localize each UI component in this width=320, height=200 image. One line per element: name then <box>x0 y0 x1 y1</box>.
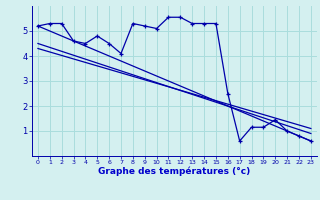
X-axis label: Graphe des températures (°c): Graphe des températures (°c) <box>98 167 251 176</box>
